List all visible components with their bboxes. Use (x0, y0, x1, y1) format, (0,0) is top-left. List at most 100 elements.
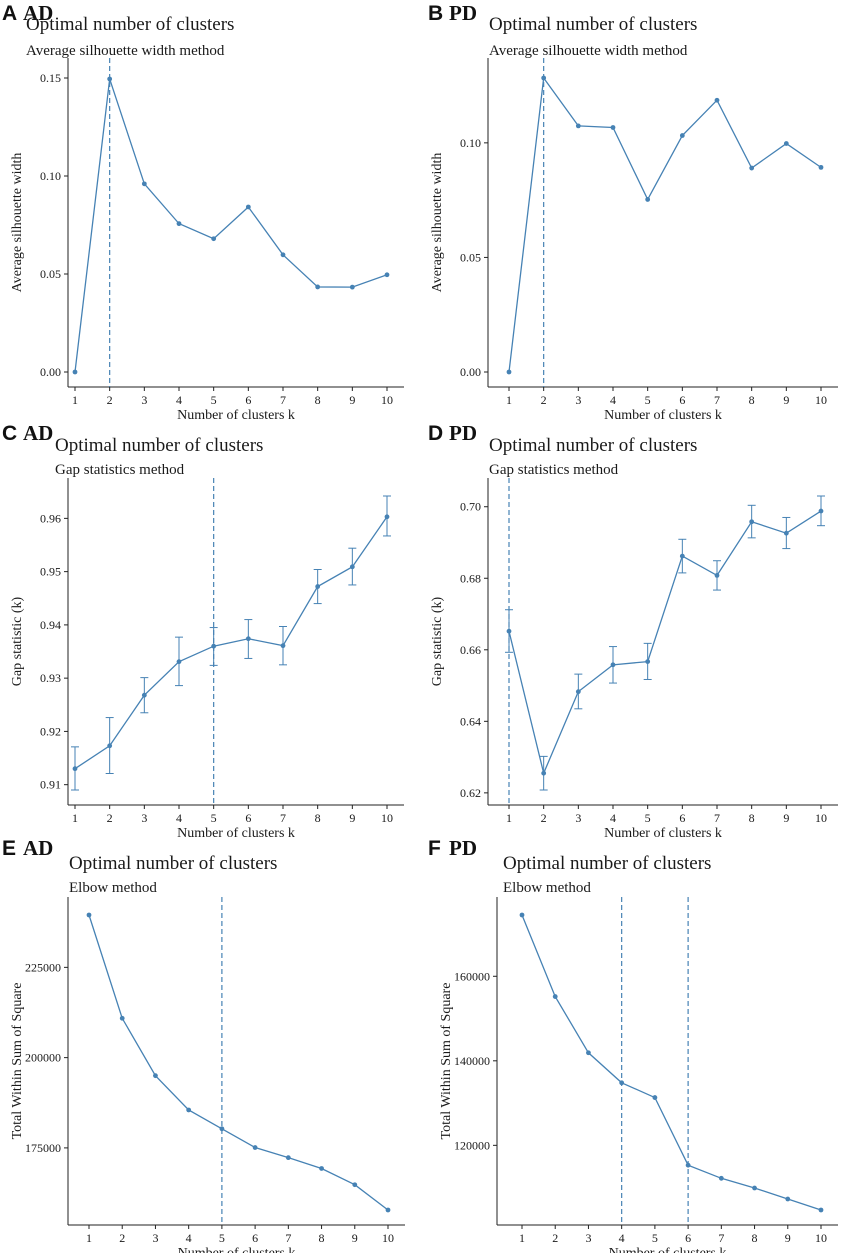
x-tick-label: 1 (86, 1231, 92, 1245)
x-tick-label: 8 (752, 1231, 758, 1245)
y-tick-label: 0.10 (40, 169, 61, 183)
chart-subtitle: Gap statistics method (55, 462, 185, 478)
x-tick-label: 5 (211, 811, 217, 825)
panel-letter: B (428, 2, 443, 25)
chart-subtitle: Average silhouette width method (489, 43, 688, 59)
panel-letter: C (2, 422, 17, 445)
x-tick-label: 6 (252, 1231, 258, 1245)
x-tick-label: 10 (815, 393, 827, 407)
data-point (384, 514, 390, 520)
x-axis-label: Number of clusters k (178, 1246, 296, 1253)
data-point (818, 1207, 824, 1213)
x-tick-label: 10 (381, 393, 393, 407)
x-tick-label: 8 (319, 1231, 325, 1245)
y-tick-label: 0.91 (40, 778, 61, 792)
x-tick-label: 7 (714, 811, 720, 825)
chart-panel-d: D PD Optimal number of clusters Gap statist… (428, 421, 838, 841)
data-point (86, 912, 92, 918)
chart-subtitle: Average silhouette width method (26, 43, 225, 59)
x-tick-label: 3 (141, 393, 147, 407)
x-tick-label: 10 (815, 811, 827, 825)
data-point (610, 125, 616, 130)
x-tick-label: 5 (219, 1231, 225, 1245)
x-tick-label: 3 (141, 811, 147, 825)
x-tick-label: 5 (652, 1231, 658, 1245)
data-point (610, 662, 616, 668)
y-tick-label: 0.10 (460, 136, 481, 150)
x-tick-label: 2 (541, 811, 547, 825)
data-point (315, 584, 321, 589)
x-tick-label: 9 (349, 811, 355, 825)
data-point (718, 1175, 724, 1181)
data-point (645, 659, 651, 664)
x-tick-label: 3 (575, 811, 581, 825)
data-point (685, 1162, 691, 1168)
x-tick-label: 7 (714, 393, 720, 407)
y-tick-label: 0.05 (460, 250, 481, 264)
data-point (280, 643, 286, 649)
data-point (245, 204, 251, 210)
panel-letter: F (428, 837, 441, 860)
chart-title: Optimal number of clusters (503, 853, 711, 874)
x-axis-label: Number of clusters k (177, 408, 295, 423)
data-point (141, 692, 147, 698)
data-point (541, 75, 547, 81)
y-tick-label: 140000 (454, 1054, 490, 1068)
data-point (749, 519, 755, 525)
data-point (619, 1080, 625, 1086)
x-tick-label: 3 (585, 1231, 591, 1245)
panel-group-label: AD (23, 421, 53, 445)
y-axis-label: Gap statistic (k) (430, 596, 445, 686)
data-point (541, 770, 547, 776)
data-point (211, 643, 217, 649)
y-tick-label: 200000 (25, 1051, 61, 1065)
series-line (74, 78, 388, 373)
data-point (285, 1155, 291, 1161)
data-point (652, 1095, 658, 1100)
x-tick-label: 2 (119, 1231, 125, 1245)
data-point (752, 1185, 757, 1191)
x-tick-label: 3 (575, 393, 581, 407)
data-point (679, 553, 685, 559)
panel-group-label: AD (23, 1, 53, 25)
x-tick-label: 4 (176, 393, 182, 407)
x-axis-label: Number of clusters k (177, 826, 295, 841)
y-tick-label: 0.00 (460, 365, 481, 379)
chart-panel-f: F PD Optimal number of clusters Elbow metho… (428, 836, 838, 1253)
series-line (521, 914, 822, 1211)
x-tick-label: 5 (645, 811, 651, 825)
y-tick-label: 0.92 (40, 724, 61, 738)
x-tick-label: 4 (176, 811, 182, 825)
x-tick-label: 1 (72, 393, 78, 407)
data-point (319, 1166, 324, 1171)
series-line (508, 510, 822, 776)
x-tick-label: 10 (382, 1231, 394, 1245)
x-tick-label: 9 (783, 811, 789, 825)
x-tick-label: 7 (280, 393, 286, 407)
x-tick-label: 4 (610, 811, 616, 825)
x-tick-label: 9 (352, 1231, 358, 1245)
data-point (72, 369, 78, 375)
data-point (141, 181, 147, 187)
data-point (252, 1145, 258, 1150)
x-tick-label: 5 (211, 393, 217, 407)
data-point (72, 766, 78, 772)
panel-letter: E (2, 837, 16, 860)
y-axis-label: Total Within Sum of Square (439, 983, 454, 1140)
y-tick-label: 120000 (454, 1138, 490, 1152)
data-point (552, 994, 558, 999)
series-line (74, 516, 388, 770)
y-tick-label: 0.70 (460, 500, 481, 514)
y-tick-label: 0.94 (40, 618, 61, 632)
y-tick-label: 0.64 (460, 714, 481, 728)
chart-panel-b: B PD Optimal number of clusters Average sil… (428, 1, 838, 423)
data-point (153, 1073, 158, 1079)
y-tick-label: 0.66 (460, 643, 481, 657)
x-tick-label: 6 (679, 393, 685, 407)
data-point (352, 1182, 358, 1188)
data-point (506, 628, 512, 634)
data-point (211, 236, 217, 242)
panel-group-label: PD (449, 836, 477, 860)
x-tick-label: 1 (519, 1231, 525, 1245)
